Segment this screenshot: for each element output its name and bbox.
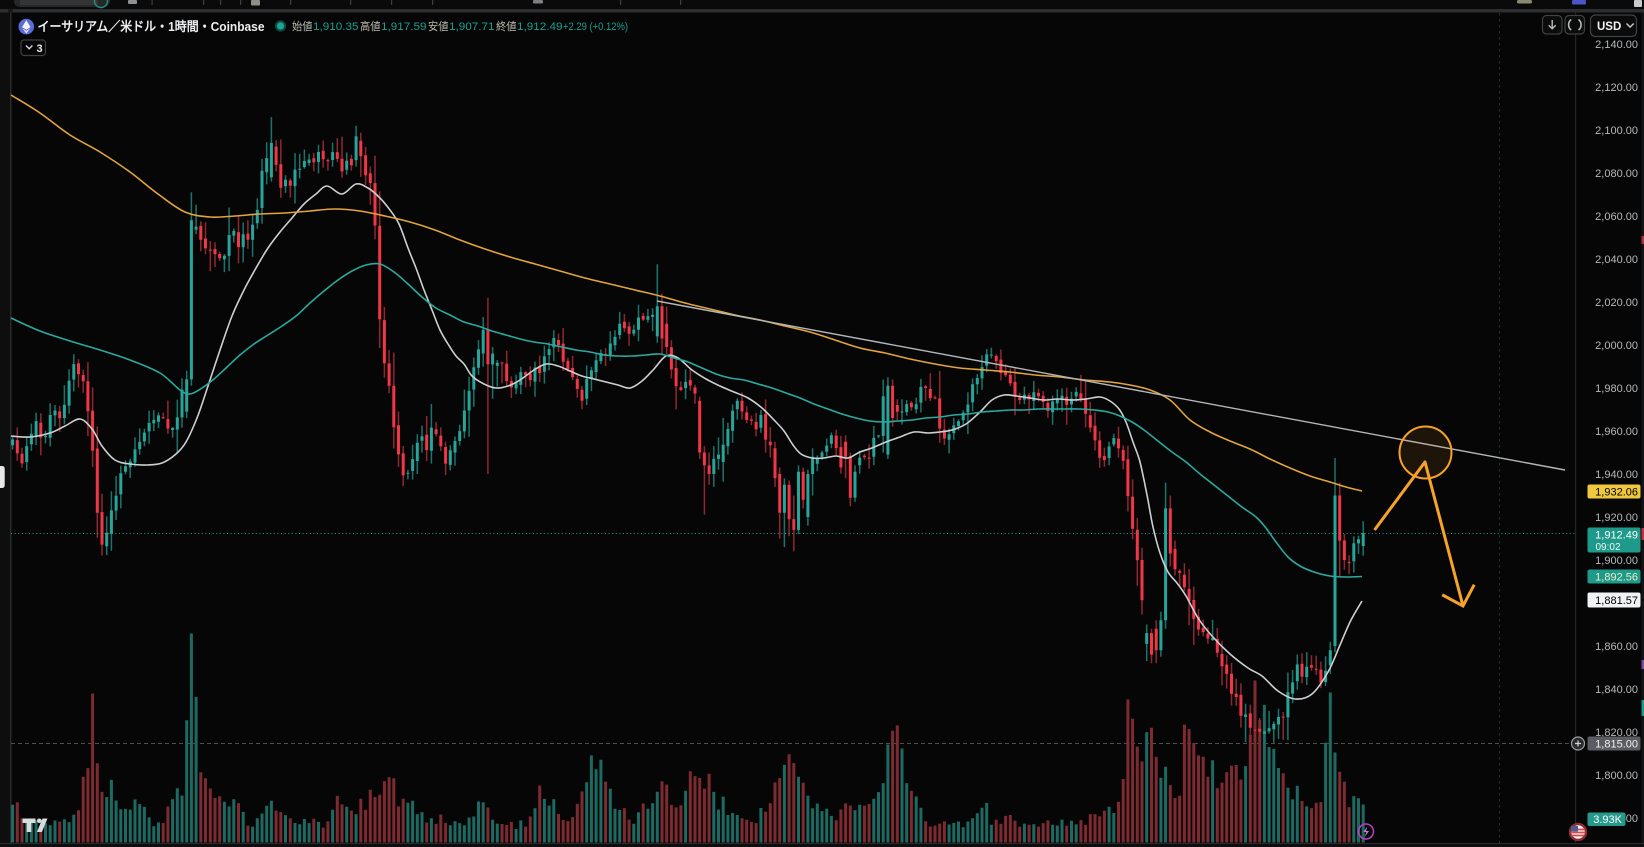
svg-text:1,881.57: 1,881.57 bbox=[1595, 595, 1638, 607]
svg-text:+2.29 (+0.12%): +2.29 (+0.12%) bbox=[563, 21, 628, 33]
svg-text:1,820.00: 1,820.00 bbox=[1595, 727, 1638, 739]
svg-text:1,980.00: 1,980.00 bbox=[1595, 383, 1638, 395]
svg-text:1,960.00: 1,960.00 bbox=[1595, 426, 1638, 438]
svg-text:2,140.00: 2,140.00 bbox=[1595, 39, 1638, 51]
svg-text:終値: 終値 bbox=[496, 19, 517, 33]
svg-text:イーサリアム／米ドル・1時間・Coinbase: イーサリアム／米ドル・1時間・Coinbase bbox=[38, 19, 265, 34]
svg-text:2,060.00: 2,060.00 bbox=[1595, 211, 1638, 223]
svg-text:1,932.06: 1,932.06 bbox=[1595, 486, 1638, 498]
svg-text:1,912.49: 1,912.49 bbox=[517, 21, 563, 33]
svg-text:2,120.00: 2,120.00 bbox=[1595, 82, 1638, 94]
svg-text:2,040.00: 2,040.00 bbox=[1595, 254, 1638, 266]
svg-text:1,917.59: 1,917.59 bbox=[381, 21, 427, 33]
svg-text:1,907.71: 1,907.71 bbox=[449, 21, 495, 33]
svg-text:1,910.35: 1,910.35 bbox=[313, 21, 359, 33]
svg-text:1,860.00: 1,860.00 bbox=[1595, 641, 1638, 653]
svg-text:2,100.00: 2,100.00 bbox=[1595, 125, 1638, 137]
svg-text:USD: USD bbox=[1597, 21, 1621, 33]
svg-text:1,892.56: 1,892.56 bbox=[1595, 571, 1638, 583]
svg-text:安値: 安値 bbox=[428, 19, 449, 33]
svg-text:1,815.00: 1,815.00 bbox=[1595, 738, 1638, 750]
svg-text:始値: 始値 bbox=[292, 19, 313, 33]
svg-text:1,840.00: 1,840.00 bbox=[1595, 684, 1638, 696]
svg-text:1,940.00: 1,940.00 bbox=[1595, 469, 1638, 481]
svg-text:高値: 高値 bbox=[360, 19, 381, 33]
svg-text:1,800.00: 1,800.00 bbox=[1595, 770, 1638, 782]
svg-text:3.93K: 3.93K bbox=[1593, 814, 1622, 826]
svg-text:2,080.00: 2,080.00 bbox=[1595, 168, 1638, 180]
svg-text:1,912.49: 1,912.49 bbox=[1595, 530, 1638, 542]
svg-text:2,000.00: 2,000.00 bbox=[1595, 340, 1638, 352]
svg-text:09:02: 09:02 bbox=[1596, 542, 1621, 553]
svg-text:1,900.00: 1,900.00 bbox=[1595, 555, 1638, 567]
svg-text:2,020.00: 2,020.00 bbox=[1595, 297, 1638, 309]
svg-text:3: 3 bbox=[37, 43, 43, 55]
svg-text:1,920.00: 1,920.00 bbox=[1595, 512, 1638, 524]
